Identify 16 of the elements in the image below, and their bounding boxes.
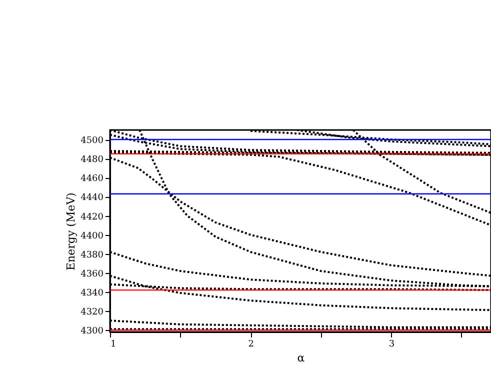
y-tick-label: 4340 [80, 288, 104, 298]
y-tick-label: 4320 [80, 308, 104, 318]
y-tick-label: 4440 [80, 193, 104, 204]
y-tick-label: 4480 [80, 155, 104, 166]
y-axis-title: Energy (MeV) [64, 192, 78, 270]
y-tick-label: 4500 [80, 136, 104, 146]
x-axis-title: α [297, 352, 306, 364]
y-tick-label: 4300 [80, 326, 104, 337]
y-tick-label: 4400 [80, 231, 104, 242]
y-tick-label: 4420 [80, 212, 104, 222]
y-tick-label: 4460 [80, 174, 104, 184]
y-tick-label: 4380 [80, 250, 104, 260]
y-tick-label: 4360 [80, 269, 104, 280]
x-tick-label: 1 [110, 340, 116, 350]
x-tick-label: 3 [388, 340, 395, 350]
x-tick-label: 2 [248, 340, 254, 350]
